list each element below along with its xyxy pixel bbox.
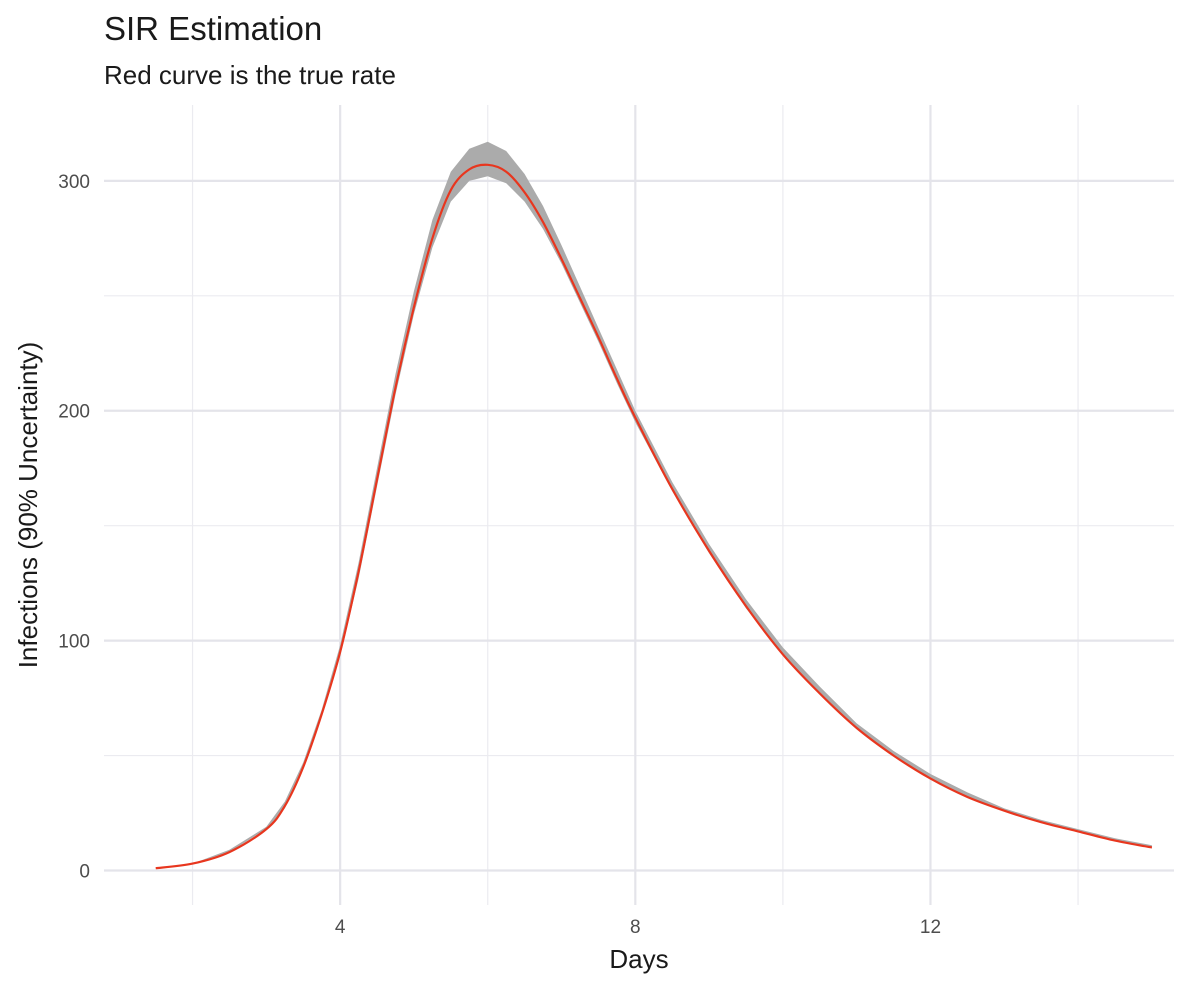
- x-tick-label: 4: [335, 917, 346, 938]
- y-tick-label: 200: [58, 402, 90, 423]
- y-tick-label: 0: [79, 862, 90, 883]
- minor-gridlines: [104, 105, 1174, 905]
- y-axis-title: Infections (90% Uncertainty): [13, 342, 43, 669]
- x-tick-label: 8: [630, 917, 641, 938]
- true-rate-line: [155, 163, 1153, 870]
- tick-labels: 4 8 12 0 100 200 300: [58, 172, 941, 938]
- chart-subtitle: Red curve is the true rate: [104, 60, 396, 90]
- x-tick-label: 12: [920, 917, 941, 938]
- chart-title: SIR Estimation: [104, 10, 323, 47]
- major-gridlines: [104, 105, 1174, 905]
- y-tick-label: 300: [58, 172, 90, 193]
- y-tick-label: 100: [58, 632, 90, 653]
- true-rate-line-layer: [155, 163, 1153, 870]
- x-axis-title: Days: [609, 944, 668, 974]
